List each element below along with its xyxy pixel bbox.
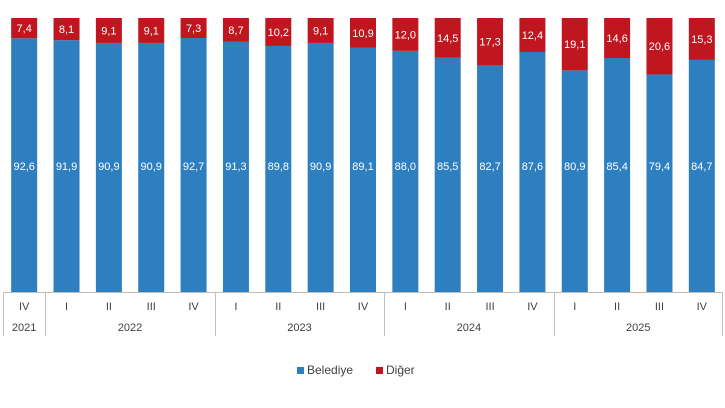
bar-belediye <box>434 57 461 293</box>
x-tick-label-quarter: I <box>234 301 237 313</box>
bar-belediye <box>307 42 334 293</box>
data-label-diger: 8,7 <box>228 25 243 37</box>
x-tick-label-quarter: II <box>445 301 451 313</box>
bar-diger <box>646 18 673 75</box>
data-label-belediye: 89,8 <box>268 161 289 173</box>
bar-belediye <box>604 58 631 293</box>
data-label-diger: 8,1 <box>59 24 74 36</box>
data-label-diger: 7,3 <box>186 23 201 35</box>
bar-belediye <box>138 42 165 293</box>
x-tick-label-year: 2022 <box>118 322 142 334</box>
data-label-diger: 14,6 <box>606 33 627 45</box>
data-label-diger: 9,1 <box>144 25 159 37</box>
legend-label: Diğer <box>386 363 415 377</box>
bar-diger <box>604 18 631 59</box>
bar-diger <box>138 18 165 43</box>
data-label-belediye: 89,1 <box>352 161 373 173</box>
bar-diger <box>688 18 715 60</box>
x-tick-label-quarter: II <box>614 301 620 313</box>
bars-layer: 92,6 7,4 91,9 8,1 90,9 9,1 90,9 9,1 92,7 7,3 91,3 8… <box>11 18 715 293</box>
bar-belediye <box>688 59 715 293</box>
data-label-belediye: 88,0 <box>395 161 416 173</box>
data-label-belediye: 85,4 <box>606 161 627 173</box>
bar-diger <box>392 18 419 51</box>
x-tick-label-quarter: I <box>65 301 68 313</box>
bar-diger <box>519 18 546 52</box>
bar-diger <box>53 18 80 41</box>
legend-label: Belediye <box>307 363 353 377</box>
data-label-belediye: 90,9 <box>310 161 331 173</box>
x-tick-label-quarter: III <box>655 301 664 313</box>
data-label-belediye: 91,9 <box>56 161 77 173</box>
data-label-belediye: 79,4 <box>649 161 670 173</box>
bar-belediye <box>265 45 292 292</box>
data-label-belediye: 80,9 <box>564 161 585 173</box>
bar-belediye <box>53 40 80 292</box>
data-label-belediye: 90,9 <box>98 161 119 173</box>
x-tick-label-quarter: III <box>485 301 494 313</box>
x-tick-label-quarter: I <box>404 301 407 313</box>
bar-diger <box>561 18 588 71</box>
bar-diger <box>180 18 207 39</box>
bar-belediye <box>180 38 207 292</box>
data-label-diger: 14,5 <box>437 33 458 45</box>
x-tick-label-year: 2024 <box>457 322 481 334</box>
bar-belediye <box>392 50 419 292</box>
data-label-diger: 9,1 <box>313 25 328 37</box>
bar-belediye <box>11 38 38 292</box>
data-label-belediye: 84,7 <box>691 161 712 173</box>
x-tick-label-quarter: II <box>275 301 281 313</box>
bar-belediye <box>477 65 504 292</box>
bar-belediye <box>561 70 588 292</box>
bar-diger <box>95 18 122 43</box>
data-label-diger: 17,3 <box>479 37 500 49</box>
bar-diger <box>11 18 38 39</box>
x-tick-label-quarter: I <box>573 301 576 313</box>
x-tick-label-quarter: IV <box>188 301 199 313</box>
bar-diger <box>265 18 292 46</box>
x-tick-label-quarter: III <box>316 301 325 313</box>
x-tick-label-quarter: II <box>106 301 112 313</box>
data-label-diger: 12,4 <box>522 30 543 42</box>
data-label-diger: 19,1 <box>564 39 585 51</box>
bar-belediye <box>350 47 376 293</box>
x-tick-label-quarter: IV <box>527 301 538 313</box>
x-tick-label-quarter: IV <box>697 301 708 313</box>
x-tick-label-year: 2021 <box>12 322 36 334</box>
bar-belediye <box>222 41 249 293</box>
bar-belediye <box>646 74 673 292</box>
data-label-diger: 10,2 <box>268 27 289 39</box>
data-label-diger: 15,3 <box>691 34 712 46</box>
bar-belediye <box>519 51 546 293</box>
data-label-belediye: 90,9 <box>141 161 162 173</box>
legend: Belediye Diğer <box>297 363 415 377</box>
data-label-belediye: 85,5 <box>437 161 458 173</box>
data-label-diger: 9,1 <box>101 25 116 37</box>
data-label-belediye: 87,6 <box>522 161 543 173</box>
data-label-diger: 12,0 <box>395 29 416 41</box>
data-label-diger: 20,6 <box>649 41 670 53</box>
x-tick-label-year: 2025 <box>626 322 650 334</box>
data-label-belediye: 82,7 <box>479 161 500 173</box>
bar-diger <box>307 18 334 43</box>
bar-diger <box>434 18 461 58</box>
bar-diger <box>477 18 504 66</box>
x-tick-label-quarter: III <box>147 301 156 313</box>
x-tick-label-year: 2023 <box>287 322 311 334</box>
data-label-belediye: 92,7 <box>183 161 204 173</box>
x-tick-label-quarter: IV <box>19 301 30 313</box>
x-tick-label-quarter: IV <box>358 301 369 313</box>
bar-diger <box>350 18 376 48</box>
legend-swatch <box>297 367 304 374</box>
bar-belediye <box>95 42 122 293</box>
data-label-diger: 10,9 <box>352 28 373 40</box>
legend-swatch <box>376 367 383 374</box>
bar-diger <box>222 18 249 42</box>
data-label-diger: 7,4 <box>17 23 32 35</box>
data-label-belediye: 92,6 <box>13 161 34 173</box>
data-label-belediye: 91,3 <box>225 161 246 173</box>
